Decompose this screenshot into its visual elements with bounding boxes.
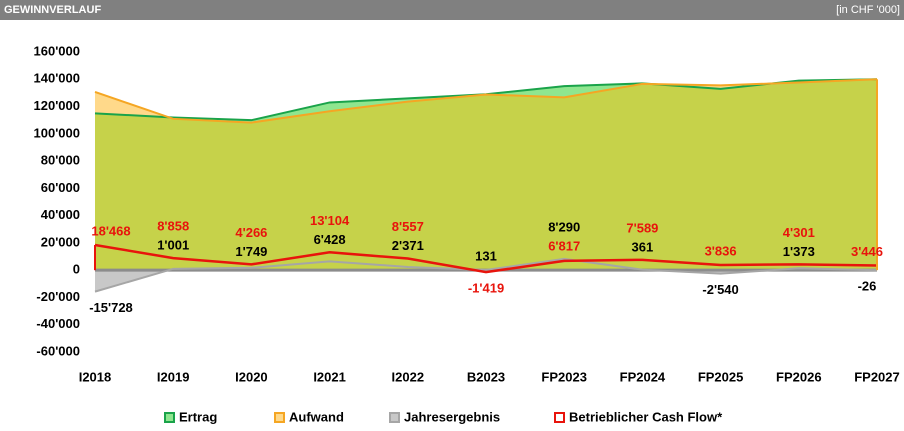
data-label: 1'373 [783, 244, 815, 259]
data-label: 4'266 [235, 225, 267, 240]
y-tick-label: 100'000 [34, 125, 80, 140]
data-label: 131 [475, 248, 497, 263]
x-tick-label: I2020 [235, 369, 268, 384]
data-label: 3'836 [705, 243, 737, 258]
data-label: 6'428 [314, 232, 346, 247]
x-tick-label: FP2026 [776, 369, 822, 384]
data-label: 4'301 [783, 225, 815, 240]
legend-label: Aufwand [289, 409, 344, 424]
data-label: 8'290 [548, 219, 580, 234]
x-tick-label: FP2025 [698, 369, 744, 384]
x-tick-label: B2023 [467, 369, 505, 384]
legend-label: Jahresergebnis [404, 409, 500, 424]
x-tick-label: FP2027 [854, 369, 900, 384]
x-tick-label: I2022 [392, 369, 425, 384]
y-tick-label: 120'000 [34, 98, 80, 113]
y-tick-label: 80'000 [41, 153, 80, 168]
x-tick-label: I2019 [157, 369, 190, 384]
legend-swatch [164, 412, 175, 423]
y-tick-label: 160'000 [34, 43, 80, 58]
data-label: 361 [632, 239, 654, 254]
y-tick-label: 140'000 [34, 71, 80, 86]
series-line [94, 78, 878, 124]
legend-label: Betrieblicher Cash Flow* [569, 409, 723, 424]
header-bar: GEWINNVERLAUF [in CHF '000] [0, 0, 904, 20]
data-label: -2'540 [702, 282, 738, 297]
data-label: 18'468 [91, 223, 130, 238]
chart-title: GEWINNVERLAUF [4, 4, 102, 16]
data-label: 1'001 [157, 238, 189, 253]
y-tick-label: 40'000 [41, 207, 80, 222]
y-tick-label: 60'000 [41, 180, 80, 195]
y-tick-label: -20'000 [36, 289, 80, 304]
y-tick-label: 0 [73, 262, 80, 277]
legend-swatch [389, 412, 400, 423]
data-label: 3'446 [851, 244, 883, 259]
series-line [94, 257, 878, 293]
overlap-area [95, 79, 877, 271]
data-label: 13'104 [310, 213, 350, 228]
data-label: -15'728 [89, 300, 133, 315]
data-label: 8'858 [157, 219, 189, 234]
x-tick-label: I2021 [313, 369, 346, 384]
data-label: -1'419 [468, 281, 504, 296]
x-tick-label: FP2023 [541, 369, 587, 384]
data-label: 1'749 [235, 244, 267, 259]
data-label: 2'371 [392, 238, 424, 253]
chart-subtitle: [in CHF '000] [836, 4, 900, 16]
data-label: 8'557 [392, 219, 424, 234]
x-tick-label: FP2024 [620, 369, 666, 384]
y-tick-label: -60'000 [36, 343, 80, 358]
legend-swatch [274, 412, 285, 423]
data-label: -26 [858, 279, 877, 294]
x-tick-label: I2018 [79, 369, 112, 384]
series-line [94, 243, 878, 274]
legend-label: Ertrag [179, 409, 217, 424]
y-tick-label: -40'000 [36, 316, 80, 331]
y-tick-label: 20'000 [41, 234, 80, 249]
data-label: 7'589 [626, 220, 658, 235]
data-label: 6'817 [548, 238, 580, 253]
legend-swatch [554, 412, 565, 423]
